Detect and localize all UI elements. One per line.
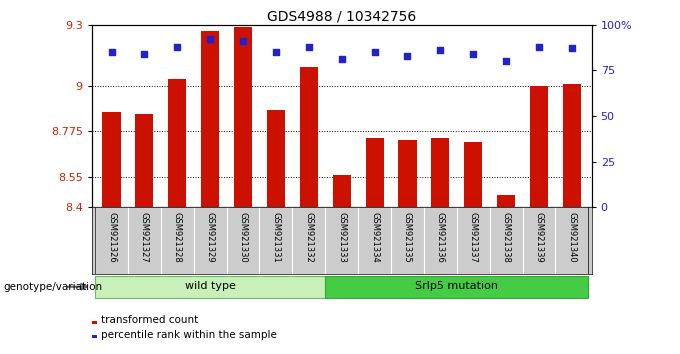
- Point: [172, 44, 183, 50]
- Point: [271, 49, 282, 55]
- Bar: [464, 142, 482, 207]
- Point: [468, 51, 479, 57]
- Text: GSM921332: GSM921332: [305, 212, 313, 263]
- Text: percentile rank within the sample: percentile rank within the sample: [101, 330, 277, 339]
- Text: GSM921330: GSM921330: [239, 212, 248, 263]
- Bar: [563, 84, 581, 207]
- Point: [369, 49, 380, 55]
- Point: [500, 58, 511, 64]
- Bar: [530, 86, 548, 207]
- Point: [205, 36, 216, 42]
- Bar: [135, 114, 154, 207]
- Point: [237, 38, 248, 44]
- Bar: [333, 175, 351, 207]
- Bar: [267, 110, 285, 207]
- Text: GSM921338: GSM921338: [502, 212, 511, 263]
- Text: GSM921331: GSM921331: [271, 212, 280, 263]
- Bar: [497, 195, 515, 207]
- Point: [139, 51, 150, 57]
- Point: [402, 53, 413, 59]
- Text: GSM921329: GSM921329: [205, 212, 215, 263]
- Text: GSM921326: GSM921326: [107, 212, 116, 263]
- Text: GSM921328: GSM921328: [173, 212, 182, 263]
- Point: [106, 49, 117, 55]
- Text: GSM921337: GSM921337: [469, 212, 478, 263]
- Text: GSM921327: GSM921327: [140, 212, 149, 263]
- Text: GSM921336: GSM921336: [436, 212, 445, 263]
- Point: [534, 44, 545, 50]
- Point: [303, 44, 314, 50]
- Bar: [431, 138, 449, 207]
- Text: GSM921333: GSM921333: [337, 212, 346, 263]
- Point: [336, 57, 347, 62]
- Bar: [103, 112, 120, 207]
- Text: GSM921339: GSM921339: [534, 212, 543, 263]
- Bar: [234, 27, 252, 207]
- Title: GDS4988 / 10342756: GDS4988 / 10342756: [267, 10, 416, 24]
- FancyBboxPatch shape: [95, 275, 325, 298]
- Text: wild type: wild type: [185, 281, 235, 291]
- Text: transformed count: transformed count: [101, 315, 198, 325]
- Point: [566, 46, 577, 51]
- Text: GSM921340: GSM921340: [567, 212, 577, 263]
- Bar: [398, 140, 417, 207]
- Bar: [201, 31, 219, 207]
- FancyBboxPatch shape: [325, 275, 588, 298]
- Bar: [168, 80, 186, 207]
- Bar: [366, 138, 384, 207]
- Text: Srlp5 mutation: Srlp5 mutation: [415, 281, 498, 291]
- Text: GSM921334: GSM921334: [370, 212, 379, 263]
- Point: [435, 47, 446, 53]
- Text: GSM921335: GSM921335: [403, 212, 412, 263]
- Text: genotype/variation: genotype/variation: [3, 282, 103, 292]
- Bar: [300, 67, 318, 207]
